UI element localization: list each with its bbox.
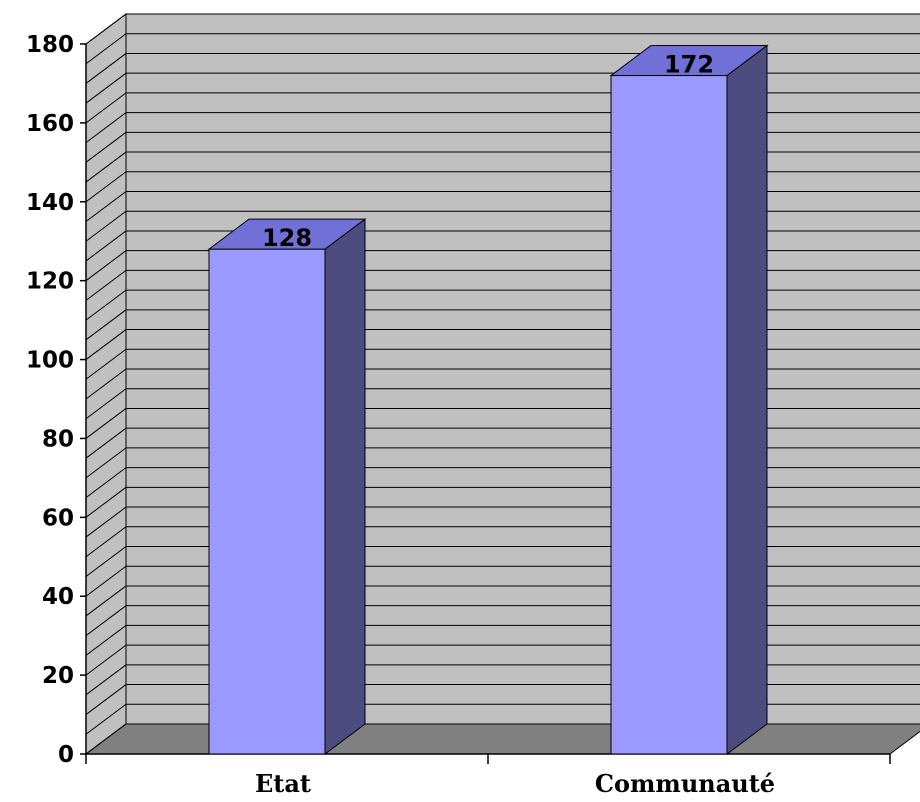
data-label: 128: [262, 224, 312, 252]
bar-side: [324, 218, 366, 755]
x-tick-label: Communauté: [595, 769, 775, 798]
gridline-side: [85, 624, 127, 656]
gridline-side: [85, 289, 127, 321]
gridline-side: [85, 53, 127, 84]
gridline-side: [85, 526, 127, 558]
gridline-side: [85, 13, 127, 45]
gridline-side: [85, 467, 127, 499]
bar-top: [207, 218, 367, 250]
gridline-side: [85, 250, 127, 282]
y-tick-label: 100: [26, 348, 74, 374]
gridline-side: [85, 210, 127, 242]
gridline-side: [85, 447, 127, 479]
bar-front: [610, 75, 728, 755]
gridline-side: [85, 408, 127, 439]
gridline-side: [85, 506, 127, 538]
bar-top: [609, 45, 769, 77]
gridline-side: [85, 33, 127, 65]
y-tick-label: 80: [42, 426, 74, 452]
gridline-side: [85, 565, 127, 597]
gridline-side: [85, 151, 127, 183]
gridline-side: [85, 191, 127, 222]
y-tick-label: 180: [26, 32, 74, 58]
gridline-side: [85, 171, 127, 203]
gridline-side: [85, 664, 127, 696]
gridline-side: [85, 112, 127, 144]
bar-side: [726, 44, 768, 755]
gridline-side: [85, 269, 127, 301]
gridline-side: [85, 605, 127, 637]
gridline-side: [85, 723, 127, 755]
axes: 0 20 40 60 80 100 120 140 160 180: [26, 32, 891, 768]
bars: [207, 44, 769, 755]
gridline-side: [85, 348, 127, 380]
y-tick-label: 60: [42, 505, 74, 531]
y-tick-label: 0: [58, 742, 74, 768]
y-tick-label: 140: [26, 190, 74, 216]
gridline-side: [85, 644, 127, 676]
y-tick-label: 20: [42, 663, 74, 689]
gridline-side: [85, 309, 127, 341]
gridline-side: [85, 368, 127, 400]
x-tick-label: Etat: [255, 769, 311, 798]
gridline-side: [85, 486, 127, 518]
gridline-side: [85, 131, 127, 163]
bar-front: [208, 248, 326, 755]
gridline-side: [85, 72, 127, 104]
gridline-side: [85, 546, 127, 577]
gridline-side: [85, 92, 127, 124]
labels: 128 Etat 172 Communauté: [255, 51, 775, 798]
gridline-side: [85, 230, 127, 262]
data-label: 172: [664, 51, 714, 79]
gridline-side: [85, 585, 127, 617]
gridline-side: [85, 684, 127, 715]
gridline-side: [85, 329, 127, 360]
y-tick-label: 120: [26, 269, 74, 295]
y-tick-label: 40: [42, 584, 74, 610]
y-tick-label: 160: [26, 111, 74, 137]
gridline-side: [85, 388, 127, 420]
gridline-side: [85, 703, 127, 735]
gridline-side: [85, 427, 127, 459]
